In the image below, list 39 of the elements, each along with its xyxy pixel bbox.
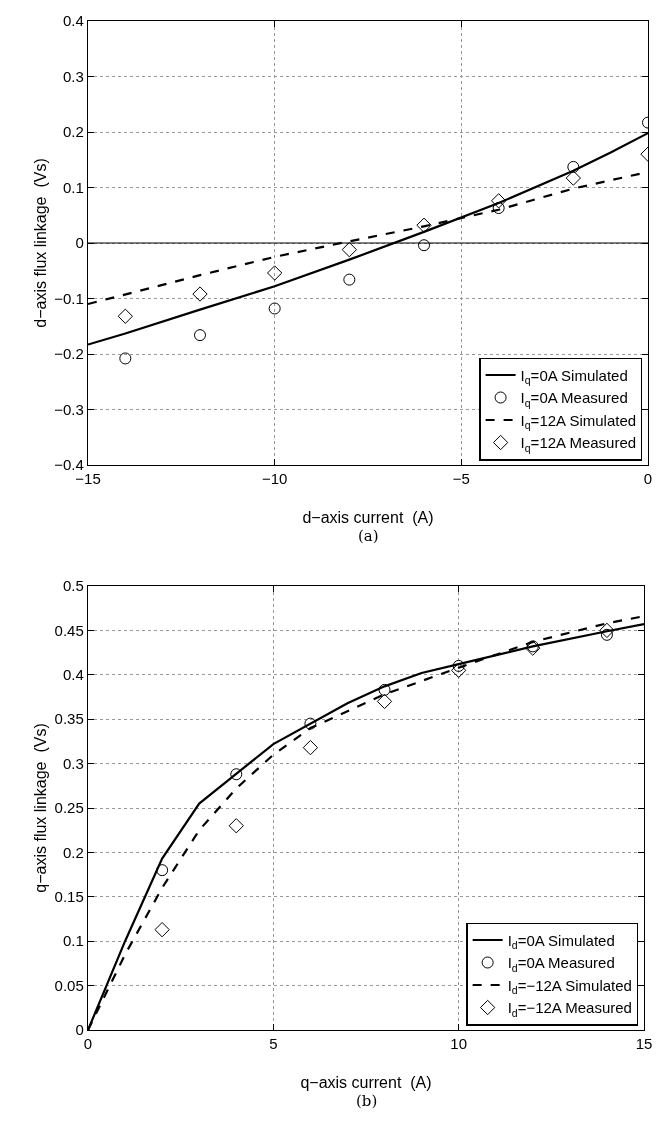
y-tick-label: 0 (75, 1021, 84, 1039)
y-tick-label: −0.1 (54, 289, 84, 307)
y-tick-label: 0.25 (54, 799, 84, 817)
y-tick-label: 0.45 (54, 621, 84, 639)
legend-label: I$_{q}$=0A Measured (520, 389, 628, 409)
y-tick-label: 0.1 (62, 178, 84, 196)
y-tick-label: 0.3 (62, 754, 84, 772)
y-tick-label: 0.15 (54, 888, 84, 906)
x-tick-label: −5 (452, 470, 470, 488)
text: (a) (358, 527, 379, 545)
x-tick-label: 0 (643, 470, 653, 488)
x-tick-label: 5 (269, 1035, 278, 1053)
x-tick-label: −10 (261, 470, 288, 488)
y-axis-title: q−axis flux linkage (Vs) (31, 723, 49, 893)
y-tick-label: 0.2 (62, 123, 84, 141)
x-tick-label: 15 (635, 1035, 653, 1053)
text: (b) (356, 1092, 378, 1110)
y-tick-label: 0.05 (54, 976, 84, 994)
y-axis-title: d−axis flux linkage (Vs) (31, 158, 49, 328)
y-tick-label: 0.2 (62, 843, 84, 861)
legend-label: I$_{q}$=12A Measured (520, 434, 637, 454)
x-axis-title: d−axis current (A) (302, 509, 434, 527)
y-tick-label: 0.1 (62, 932, 84, 950)
legend-label: I$_{d}$=0A Measured (507, 954, 615, 974)
y-tick-label: 0.5 (62, 577, 84, 595)
y-tick-label: −0.2 (54, 345, 84, 363)
x-tick-label: 10 (450, 1035, 468, 1053)
x-axis-title: q−axis current (A) (300, 1074, 432, 1092)
y-tick-label: 0.4 (62, 666, 84, 684)
y-tick-label: 0.35 (54, 710, 84, 728)
y-tick-label: −0.3 (54, 400, 84, 418)
legend-label: I$_{d}$=−12A Simulated (507, 976, 632, 997)
y-tick-label: 0 (75, 234, 84, 252)
legend-label: I$_{d}$=0A Simulated (507, 931, 615, 952)
legend-label: I$_{q}$=12A Simulated (520, 411, 637, 432)
legend-label: I$_{q}$=0A Simulated (520, 366, 628, 387)
legend-label: I$_{d}$=−12A Measured (507, 999, 632, 1019)
y-tick-label: 0.4 (62, 12, 84, 30)
y-tick-label: 0.3 (62, 67, 84, 85)
